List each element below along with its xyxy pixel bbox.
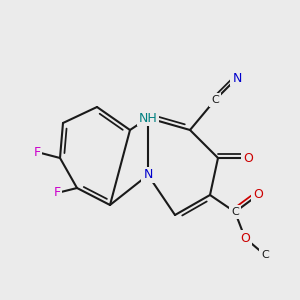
Text: N: N [232, 71, 242, 85]
Text: C: C [231, 207, 239, 217]
Text: N: N [143, 169, 153, 182]
Text: C: C [211, 95, 219, 105]
Text: C: C [261, 250, 269, 260]
Text: F: F [33, 146, 40, 158]
Text: NH: NH [139, 112, 158, 124]
Text: O: O [240, 232, 250, 244]
Text: F: F [53, 187, 61, 200]
Text: O: O [253, 188, 263, 202]
Text: O: O [243, 152, 253, 164]
